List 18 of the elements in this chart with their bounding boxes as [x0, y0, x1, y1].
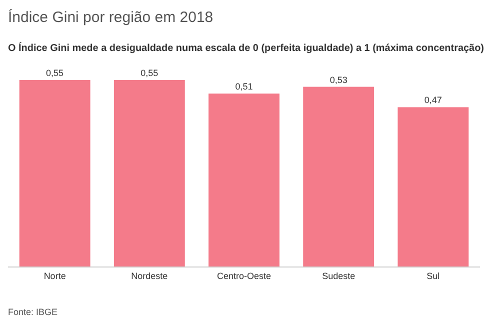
bar	[19, 80, 90, 267]
x-tick-label: Norte	[44, 271, 66, 281]
data-label: 0,53	[330, 74, 348, 85]
data-label: 0,47	[424, 95, 442, 106]
bar	[398, 107, 469, 267]
data-label: 0,55	[46, 68, 64, 78]
data-label: 0,55	[140, 68, 158, 78]
x-tick-label: Centro-Oeste	[216, 271, 272, 281]
bar	[303, 86, 374, 267]
x-tick-label: Sul	[426, 271, 440, 281]
chart-subtitle: O Índice Gini mede a desigualdade numa escala de 0 (perfeita igualdade) a 1 (máxima concentração)	[8, 42, 486, 54]
data-label: 0,51	[235, 82, 253, 92]
source-note: Fonte: IBGE	[8, 307, 58, 317]
x-tick-label: Nordeste	[131, 271, 168, 281]
x-tick-label: Sudeste	[322, 271, 356, 281]
bar	[208, 94, 280, 267]
bar	[114, 80, 185, 267]
chart-title: Índice Gini por região em 2018	[8, 8, 214, 26]
